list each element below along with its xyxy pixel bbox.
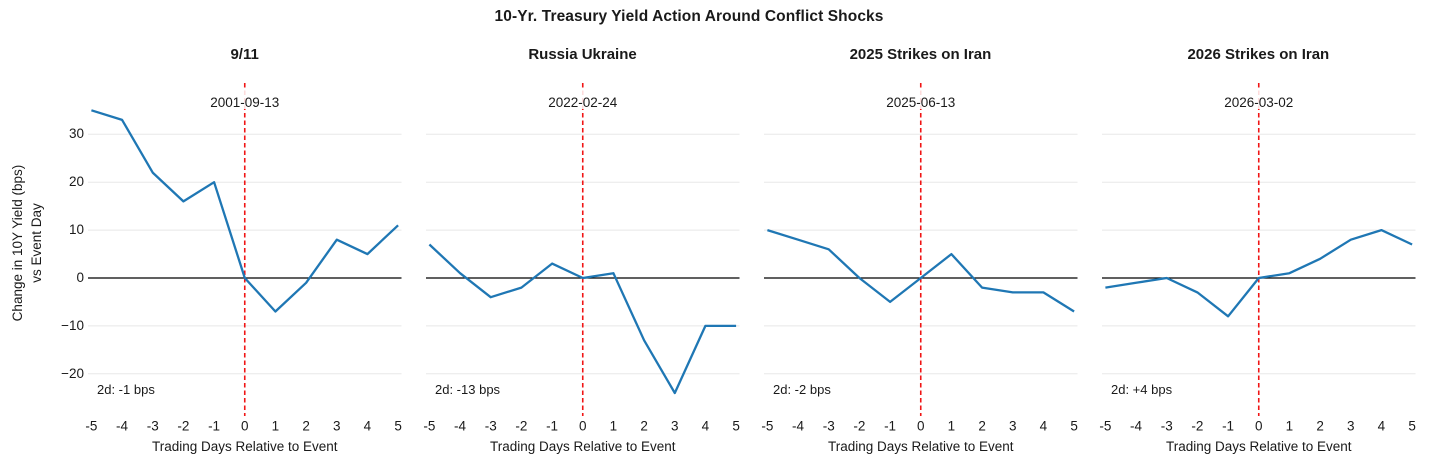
x-tick-label: 1 [1285, 419, 1293, 434]
x-tick-label: -3 [1160, 419, 1172, 434]
x-tick-label: -3 [147, 419, 159, 434]
y-tick-label: 0 [76, 270, 84, 285]
yield-change-line [428, 243, 736, 395]
x-tick-label: -5 [1099, 419, 1111, 434]
x-tick-label: 0 [241, 419, 249, 434]
x-tick-label: -3 [485, 419, 497, 434]
x-axis-label: Trading Days Relative to Event [828, 439, 1014, 454]
x-tick-label: 2 [978, 419, 986, 434]
event-date-label-bg [200, 90, 289, 109]
y-tick-label: −10 [61, 317, 84, 333]
two-day-change-annotation: 2d: -13 bps [435, 382, 501, 397]
x-tick-label: 5 [394, 419, 402, 434]
panel-title: Russia Ukraine [528, 46, 637, 63]
two-day-change-annotation: 2d: +4 bps [1111, 382, 1173, 397]
x-axis-label: Trading Days Relative to Event [1166, 439, 1352, 454]
panel-title: 2026 Strikes on Iran [1187, 46, 1330, 63]
x-tick-label: 1 [947, 419, 955, 434]
x-tick-label: 2 [302, 419, 310, 434]
x-tick-label: -5 [423, 419, 435, 434]
x-tick-label: -3 [822, 419, 834, 434]
panel-russia-ukraine: Russia Ukraine 2022-02-24 2d: -13 bps -5 -4 -… [423, 0, 740, 473]
y-tick-label: 30 [68, 126, 84, 142]
x-tick-label: -2 [1191, 419, 1203, 434]
panel-plot: 2001-09-13 2d: -1 bps -5 -4 -3 -2 -1 0 1 2 3 4 5 Trad… [85, 83, 402, 454]
x-tick-label: 5 [732, 419, 740, 434]
x-tick-label: 4 [364, 419, 372, 434]
x-tick-label: -4 [116, 419, 128, 434]
x-tick-label: 5 [1408, 419, 1416, 434]
x-tick-label: -4 [454, 419, 466, 434]
y-tick-label: 20 [68, 174, 84, 190]
x-tick-label: 2 [640, 419, 648, 434]
panel-title: 2025 Strikes on Iran [849, 46, 992, 63]
panel-2025-strikes-on-iran: 2025 Strikes on Iran 2025-06-13 2d: -2 bps… [761, 0, 1078, 473]
x-tick-label: -1 [884, 419, 896, 434]
panel-2026-strikes-on-iran: 2026 Strikes on Iran 2026-03-02 2d: +4 bps… [1099, 0, 1416, 473]
two-day-change-annotation: 2d: -2 bps [773, 382, 831, 397]
panel-plot: 2025-06-13 2d: -2 bps -5 -4 -3 -2 -1 0 1 2 3 4 5 Trad… [761, 83, 1078, 454]
event-date-label-bg [876, 90, 965, 109]
event-date-label-bg [1214, 90, 1303, 109]
yield-change-line [90, 109, 399, 313]
panel-plot: 2026-03-02 2d: +4 bps -5 -4 -3 -2 -1 0 1 2 3 4 5 Trad… [1099, 83, 1416, 454]
x-tick-label: -1 [546, 419, 558, 434]
x-tick-label: 4 [1377, 419, 1385, 434]
event-date-label: 2025-06-13 [886, 95, 955, 110]
yield-change-line [766, 229, 1075, 313]
x-tick-label: 2 [1316, 419, 1324, 434]
x-tick-label: 1 [272, 419, 280, 434]
x-tick-label: 5 [1070, 419, 1078, 434]
x-tick-label: 4 [1039, 419, 1047, 434]
panel-title: 9/11 [230, 46, 259, 63]
event-date-label: 2022-02-24 [548, 95, 618, 110]
x-tick-label: 0 [1255, 419, 1263, 434]
x-tick-label: 3 [333, 419, 341, 434]
yield-change-line [1104, 228, 1413, 318]
panel-9-11: 9/11 2001-09-13 2d: -1 bps -5 -4 -3 -2 -1 0 1 2 3 4 5… [85, 0, 402, 473]
x-axis-label: Trading Days Relative to Event [152, 439, 338, 454]
x-tick-label: 3 [1009, 419, 1017, 434]
x-tick-label: -2 [515, 419, 527, 434]
x-tick-label: 0 [579, 419, 587, 434]
x-tick-label: -4 [1130, 419, 1142, 434]
x-tick-label: -5 [761, 419, 773, 434]
x-tick-label: -1 [208, 419, 220, 434]
x-tick-label: 4 [701, 419, 709, 434]
x-axis-label: Trading Days Relative to Event [490, 439, 676, 454]
x-tick-label: -4 [792, 419, 804, 434]
two-day-change-annotation: 2d: -1 bps [97, 382, 155, 397]
event-date-label: 2026-03-02 [1224, 95, 1293, 110]
x-tick-label: 3 [671, 419, 679, 434]
x-tick-label: -1 [1222, 419, 1234, 434]
x-tick-label: -2 [177, 419, 189, 434]
panel-plot: 2022-02-24 2d: -13 bps -5 -4 -3 -2 -1 0 1 2 3 4 5 Tra… [423, 83, 740, 454]
x-tick-label: 1 [609, 419, 617, 434]
x-tick-label: -5 [85, 419, 97, 434]
y-tick-label: −20 [61, 365, 84, 381]
x-tick-label: -2 [853, 419, 865, 434]
event-date-label: 2001-09-13 [210, 95, 279, 110]
event-date-label-bg [538, 90, 627, 109]
figure-title: 10-Yr. Treasury Yield Action Around Conf… [494, 8, 884, 25]
x-tick-label: 0 [917, 419, 925, 434]
y-tick-label: 10 [68, 222, 84, 238]
x-tick-label: 3 [1347, 419, 1355, 434]
